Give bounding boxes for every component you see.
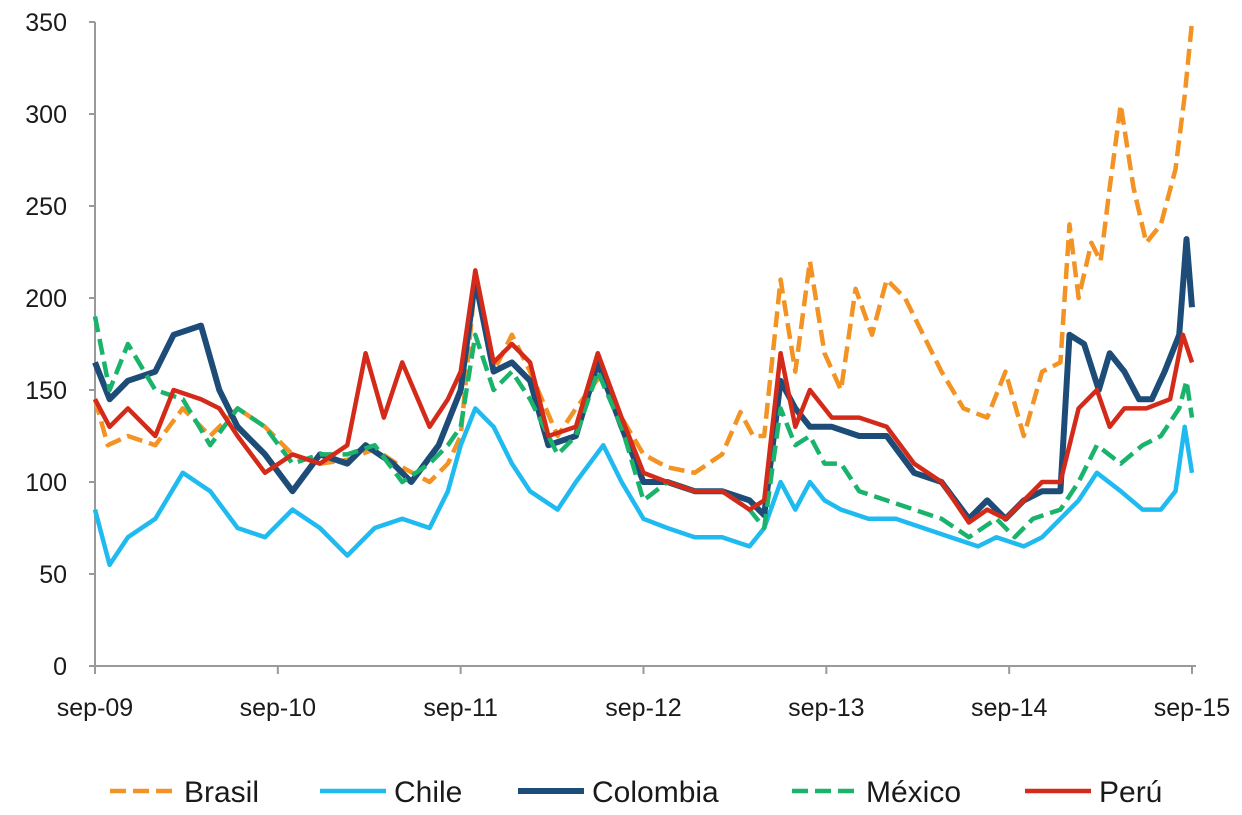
series-line-mexico bbox=[92, 315, 1195, 540]
y-tick-label: 200 bbox=[25, 285, 67, 313]
x-tick-label: sep-09 bbox=[57, 694, 133, 722]
series-line-peru bbox=[93, 268, 1195, 525]
series-line-colombia bbox=[92, 236, 1195, 522]
y-tick-label: 150 bbox=[25, 377, 67, 405]
x-tick-label: sep-12 bbox=[605, 694, 681, 722]
axes: 0 50 100 150 200 250 300 350 sep-09 sep-10 sep-11 s… bbox=[25, 9, 1230, 722]
x-tick-label: sep-11 bbox=[423, 694, 498, 722]
legend-label-mexico: México bbox=[866, 776, 961, 809]
series-line-chile bbox=[92, 406, 1195, 568]
series-layer bbox=[92, 21, 1195, 568]
x-tick-label: sep-10 bbox=[240, 694, 316, 722]
legend-label-brasil: Brasil bbox=[184, 776, 259, 809]
y-tick-label: 300 bbox=[25, 101, 67, 129]
x-tick-label: sep-15 bbox=[1154, 694, 1230, 722]
legend: Brasil Chile Colombia México Perú bbox=[110, 776, 1162, 809]
series-line-brasil bbox=[92, 21, 1195, 485]
legend-label-chile: Chile bbox=[394, 776, 462, 809]
y-tick-label: 250 bbox=[25, 193, 67, 221]
x-tick-label: sep-13 bbox=[788, 694, 864, 722]
y-tick-label: 100 bbox=[25, 469, 67, 497]
y-tick-label: 0 bbox=[53, 653, 67, 681]
y-tick-label: 350 bbox=[25, 9, 67, 37]
y-tick-label: 50 bbox=[39, 561, 67, 589]
legend-label-peru: Perú bbox=[1099, 776, 1162, 809]
legend-label-colombia: Colombia bbox=[592, 776, 719, 809]
x-tick-label: sep-14 bbox=[971, 694, 1048, 722]
